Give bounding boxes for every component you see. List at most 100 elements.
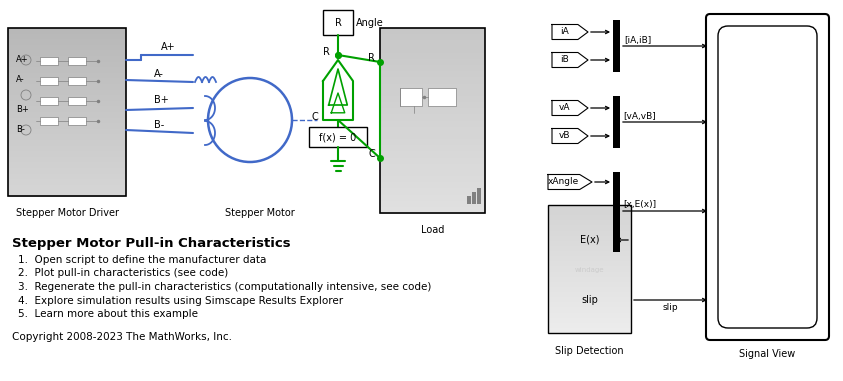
Bar bbox=[380, 34, 485, 41]
Text: B+: B+ bbox=[16, 106, 29, 115]
Bar bbox=[380, 120, 485, 127]
Bar bbox=[548, 236, 631, 241]
FancyBboxPatch shape bbox=[706, 14, 829, 340]
Bar bbox=[8, 67, 126, 73]
Bar bbox=[613, 96, 620, 148]
Text: A-: A- bbox=[154, 69, 164, 79]
Text: 4.  Explore simulation results using Simscape Results Explorer: 4. Explore simulation results using Sims… bbox=[18, 296, 343, 306]
Bar bbox=[380, 133, 485, 139]
Bar bbox=[380, 201, 485, 207]
Text: B-: B- bbox=[16, 125, 25, 134]
Bar bbox=[8, 106, 126, 112]
Bar bbox=[548, 287, 631, 293]
Bar bbox=[8, 174, 126, 180]
Bar bbox=[613, 172, 620, 252]
Bar bbox=[68, 57, 86, 65]
Text: windage: windage bbox=[575, 267, 604, 273]
Bar bbox=[548, 282, 631, 287]
Bar bbox=[548, 231, 631, 236]
Polygon shape bbox=[552, 128, 588, 144]
Bar bbox=[548, 277, 631, 282]
Bar bbox=[8, 129, 126, 135]
Text: Stepper Motor Pull-in Characteristics: Stepper Motor Pull-in Characteristics bbox=[12, 237, 291, 250]
Bar bbox=[380, 207, 485, 213]
Text: A+: A+ bbox=[161, 42, 175, 52]
Bar bbox=[380, 126, 485, 133]
Bar bbox=[380, 71, 485, 78]
Text: Copyright 2008-2023 The MathWorks, Inc.: Copyright 2008-2023 The MathWorks, Inc. bbox=[12, 333, 232, 343]
Bar bbox=[8, 157, 126, 163]
Text: vA: vA bbox=[559, 104, 571, 112]
Bar bbox=[400, 88, 422, 106]
Bar bbox=[40, 77, 58, 85]
Bar bbox=[8, 118, 126, 124]
Bar bbox=[323, 10, 353, 35]
Text: R: R bbox=[335, 18, 341, 27]
Text: Stepper Motor Driver: Stepper Motor Driver bbox=[15, 208, 119, 218]
Bar bbox=[8, 28, 126, 196]
Text: [iA,iB]: [iA,iB] bbox=[625, 35, 652, 45]
Bar bbox=[548, 292, 631, 298]
Bar bbox=[8, 168, 126, 174]
FancyBboxPatch shape bbox=[718, 26, 817, 328]
Text: vB: vB bbox=[559, 131, 571, 141]
Polygon shape bbox=[323, 60, 353, 120]
Text: slip: slip bbox=[581, 295, 598, 305]
Bar bbox=[8, 185, 126, 191]
Bar bbox=[380, 188, 485, 195]
Bar bbox=[8, 123, 126, 129]
Bar bbox=[8, 45, 126, 51]
Bar bbox=[40, 97, 58, 105]
Bar bbox=[472, 192, 476, 204]
Bar bbox=[380, 28, 485, 213]
Bar bbox=[8, 78, 126, 85]
Text: E(x): E(x) bbox=[580, 235, 599, 245]
Text: R: R bbox=[368, 53, 375, 63]
Bar bbox=[548, 323, 631, 328]
Bar bbox=[380, 53, 485, 59]
Text: xAngle: xAngle bbox=[548, 178, 579, 187]
Bar bbox=[380, 164, 485, 170]
Bar bbox=[380, 182, 485, 189]
Bar bbox=[548, 328, 631, 333]
Bar bbox=[428, 88, 456, 106]
Bar bbox=[548, 205, 631, 211]
Bar bbox=[380, 145, 485, 152]
Text: [vA,vB]: [vA,vB] bbox=[624, 112, 657, 120]
Polygon shape bbox=[552, 24, 588, 40]
Text: B+: B+ bbox=[154, 95, 169, 105]
Text: Signal View: Signal View bbox=[739, 349, 796, 359]
Text: f(x) = 0: f(x) = 0 bbox=[319, 132, 357, 142]
Bar bbox=[548, 205, 631, 333]
Bar bbox=[548, 302, 631, 308]
Text: C: C bbox=[368, 149, 375, 159]
Text: Stepper Motor: Stepper Motor bbox=[225, 208, 295, 218]
Text: iA: iA bbox=[561, 27, 569, 37]
Bar bbox=[380, 194, 485, 201]
Text: 2.  Plot pull-in characteristics (see code): 2. Plot pull-in characteristics (see cod… bbox=[18, 269, 228, 279]
Bar bbox=[380, 77, 485, 84]
Bar bbox=[548, 215, 631, 221]
Bar bbox=[548, 312, 631, 318]
Bar bbox=[380, 28, 485, 35]
Bar bbox=[380, 59, 485, 66]
Bar bbox=[467, 196, 471, 204]
Polygon shape bbox=[329, 69, 347, 105]
Bar bbox=[380, 108, 485, 115]
Bar bbox=[548, 241, 631, 247]
Bar bbox=[613, 20, 620, 72]
Text: Load: Load bbox=[421, 225, 444, 235]
Bar bbox=[380, 102, 485, 109]
Bar bbox=[40, 57, 58, 65]
Bar bbox=[548, 226, 631, 231]
Text: [x,E(x)]: [x,E(x)] bbox=[624, 200, 657, 210]
Bar bbox=[380, 176, 485, 182]
Bar bbox=[8, 56, 126, 62]
Bar bbox=[380, 65, 485, 72]
Bar bbox=[8, 95, 126, 101]
Text: iB: iB bbox=[561, 56, 569, 64]
Polygon shape bbox=[552, 53, 588, 67]
Text: B-: B- bbox=[154, 120, 164, 130]
Bar bbox=[8, 62, 126, 68]
Text: Angle: Angle bbox=[356, 18, 384, 27]
